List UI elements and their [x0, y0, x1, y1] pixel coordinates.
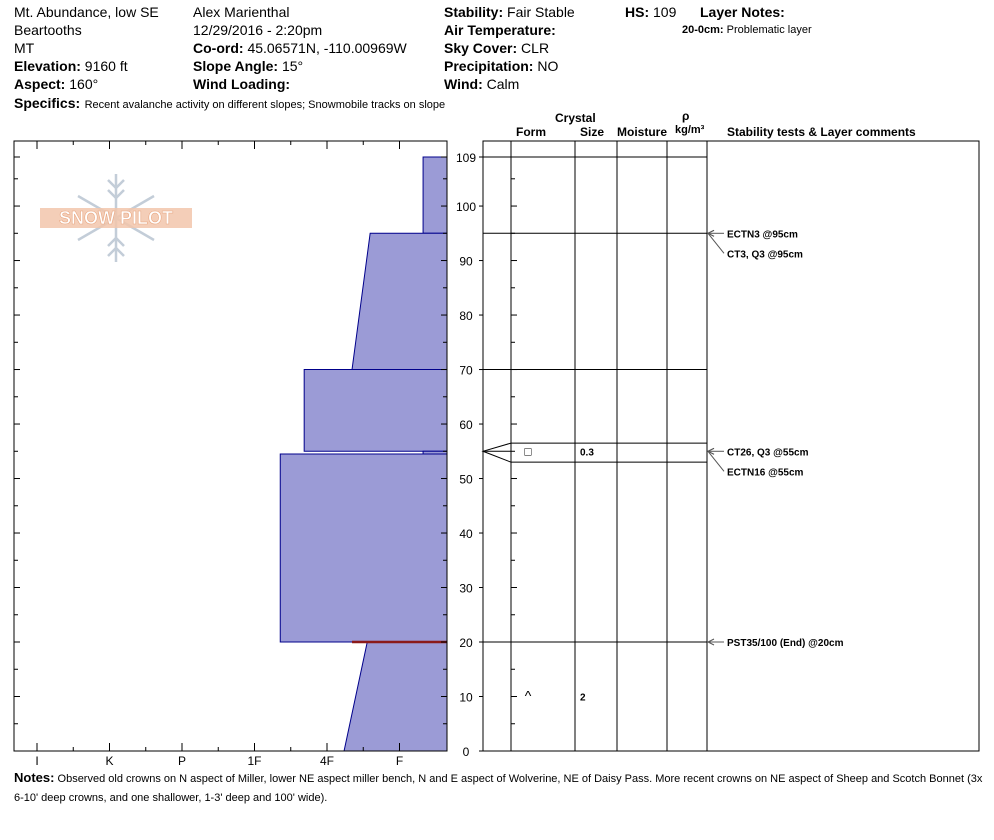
- stability-label: Stability:: [444, 4, 504, 20]
- slope-label: Slope Angle:: [193, 58, 279, 74]
- test-label-1: CT3, Q3 @95cm: [727, 249, 803, 260]
- layer-1: [351, 232, 448, 371]
- specifics-text: Recent avalanche activity on different s…: [84, 99, 446, 111]
- wind-value: Calm: [486, 76, 520, 92]
- depth-label-7: 70: [459, 364, 473, 378]
- test-arrowhead-4: [706, 638, 715, 646]
- test-label-4: PST35/100 (End) @20cm: [727, 638, 844, 649]
- specifics: Specifics: Recent avalanche activity on …: [14, 96, 445, 112]
- depth-label-10: 100: [456, 200, 476, 214]
- location: Mt. Abundance, low SE: [14, 4, 159, 20]
- sky-cover: Sky Cover: CLR: [444, 41, 549, 55]
- notes: Notes: Observed old crowns on N aspect o…: [14, 768, 989, 808]
- state: MT: [14, 40, 35, 56]
- layer-notes-label: Layer Notes:: [700, 4, 785, 20]
- stability: Stability: Fair Stable: [444, 5, 575, 19]
- density-unit-header: kg/m³: [675, 124, 705, 136]
- aspect-value: 160°: [69, 76, 99, 92]
- wind-loading: Wind Loading:: [193, 77, 290, 91]
- aspect: Aspect: 160°: [14, 77, 98, 91]
- layer-note: 20-0cm: Problematic layer: [682, 25, 812, 36]
- range: Beartooths: [14, 22, 82, 38]
- depth-label-6: 60: [459, 418, 473, 432]
- logo-text: SNOW PILOT: [59, 208, 173, 228]
- elevation: Elevation: 9160 ft: [14, 59, 128, 73]
- precipitation: Precipitation: NO: [444, 59, 558, 73]
- weak-layer-chevron: [481, 442, 512, 463]
- crystal-header: Crystal: [555, 111, 596, 125]
- coord-label: Co-ord:: [193, 40, 244, 56]
- crystal-table-frame: [482, 140, 980, 752]
- hardness-label-1f: 1F: [247, 754, 261, 768]
- coordinates: Co-ord: 45.06571N, -110.00969W: [193, 41, 407, 55]
- wind-label: Wind:: [444, 76, 483, 92]
- precip-value: NO: [537, 58, 559, 74]
- crystal-size-0: 0.3: [580, 447, 594, 458]
- rho-header: ρ: [682, 109, 690, 123]
- stability-value: Fair Stable: [507, 4, 575, 20]
- hardness-plot-frame: [13, 140, 448, 752]
- aspect-label: Aspect:: [14, 76, 66, 92]
- layer-5: [343, 641, 448, 752]
- elevation-value: 9160 ft: [84, 58, 128, 74]
- hardness-label-f: F: [396, 754, 403, 768]
- snowpilot-logo: SNOW PILOT: [36, 170, 196, 275]
- depth-label-9: 90: [459, 255, 473, 269]
- depth-label-1: 10: [459, 691, 473, 705]
- specifics-label: Specifics:: [14, 95, 81, 111]
- air-temperature: Air Temperature:: [444, 23, 556, 37]
- hs-value: 109: [653, 4, 677, 20]
- test-label-0: ECTN3 @95cm: [727, 229, 798, 240]
- depth-label-11: 109: [456, 151, 476, 165]
- layer-note-range: 20-0cm:: [682, 24, 724, 36]
- precip-label: Precipitation:: [444, 58, 534, 74]
- datetime: 12/29/2016 - 2:20pm: [193, 22, 323, 38]
- crystal-form-0: □: [524, 444, 531, 458]
- air-temp-label: Air Temperature:: [444, 22, 556, 38]
- hardness-label-k: K: [105, 754, 113, 768]
- layer-4: [279, 453, 448, 643]
- wind: Wind: Calm: [444, 77, 519, 91]
- sky-label: Sky Cover:: [444, 40, 518, 56]
- test-arrowhead-1: [706, 229, 715, 237]
- sky-value: CLR: [521, 40, 550, 56]
- depth-label-3: 30: [459, 582, 473, 596]
- depth-label-4: 40: [459, 527, 473, 541]
- hardness-label-p: P: [178, 754, 186, 768]
- test-arrow-3: [707, 450, 725, 472]
- size-header: Size: [580, 125, 605, 139]
- crystal-form-1: ^: [525, 688, 532, 704]
- test-arrowhead-3: [706, 447, 715, 455]
- layer-0: [422, 156, 448, 234]
- comments-header: Stability tests & Layer comments: [727, 125, 916, 139]
- test-label-2: CT26, Q3 @55cm: [727, 447, 809, 458]
- coord-value: 45.06571N, -110.00969W: [247, 40, 407, 56]
- slope-angle: Slope Angle: 15°: [193, 59, 303, 73]
- hs-label: HS:: [625, 4, 650, 20]
- hs: HS: 109: [625, 5, 676, 19]
- depth-label-0: 0: [463, 745, 470, 759]
- notes-label: Notes:: [14, 770, 55, 785]
- hardness-label-i: I: [35, 754, 38, 768]
- crystal-size-1: 2: [580, 693, 586, 704]
- observer: Alex Marienthal: [193, 4, 290, 20]
- moisture-header: Moisture: [617, 125, 668, 139]
- test-arrow-1: [707, 232, 725, 254]
- depth-label-8: 80: [459, 309, 473, 323]
- hardness-label-4f: 4F: [320, 754, 334, 768]
- notes-text: Observed old crowns on N aspect of Mille…: [14, 773, 983, 804]
- depth-label-2: 20: [459, 636, 473, 650]
- test-label-3: ECTN16 @55cm: [727, 467, 804, 478]
- elevation-label: Elevation:: [14, 58, 81, 74]
- form-header: Form: [516, 125, 546, 139]
- layer-2: [303, 369, 448, 452]
- layer-note-text: Problematic layer: [726, 24, 812, 36]
- depth-label-5: 50: [459, 473, 473, 487]
- wind-loading-label: Wind Loading:: [193, 76, 291, 92]
- slope-value: 15°: [281, 58, 304, 74]
